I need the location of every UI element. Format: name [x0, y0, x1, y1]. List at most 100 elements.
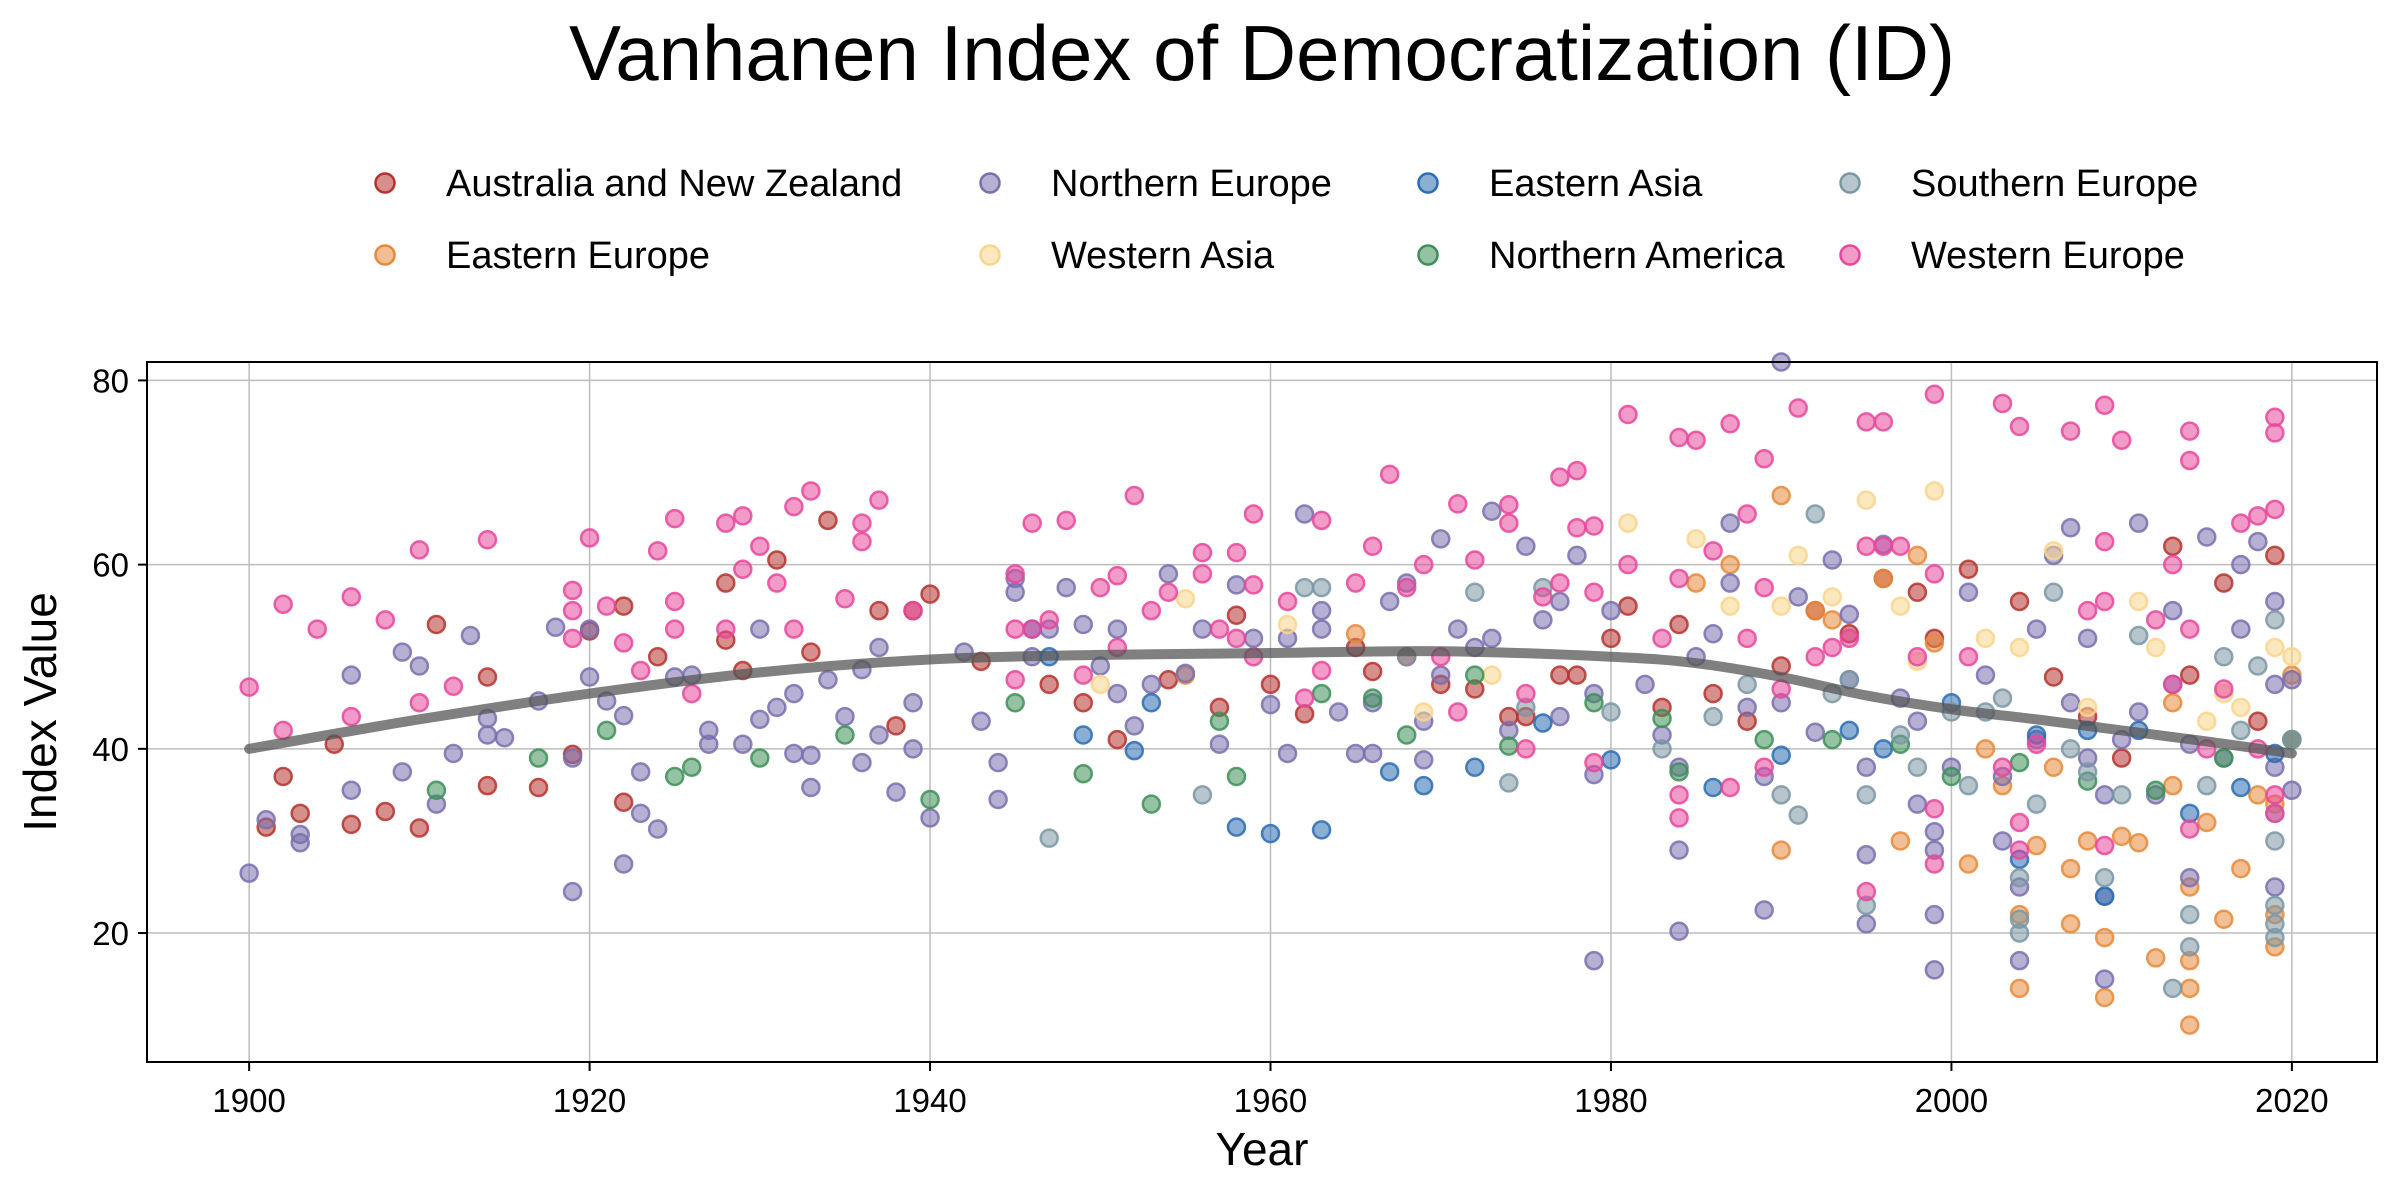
data-point: [1822, 587, 1843, 607]
data-point: [1499, 736, 1519, 756]
data-point: [1243, 628, 1264, 649]
data-point: [2248, 711, 2268, 731]
data-point: [1124, 485, 1145, 506]
data-point: [1584, 950, 1604, 971]
x-tick-label: 1980: [1574, 1082, 1647, 1119]
data-point: [2128, 513, 2149, 533]
data-point: [2060, 858, 2081, 879]
data-point: [613, 705, 634, 726]
data-point: [1499, 495, 1519, 515]
data-point: [375, 801, 396, 822]
data-point: [1873, 739, 1894, 759]
x-tick-label: 2020: [2255, 1082, 2328, 1119]
data-point: [1754, 900, 1774, 920]
data-point: [1430, 529, 1451, 549]
data-point: [2077, 831, 2098, 851]
data-point: [1141, 693, 1162, 713]
data-point: [1754, 448, 1774, 469]
data-point: [1975, 665, 1996, 685]
data-point: [2214, 679, 2234, 699]
data-point: [307, 619, 327, 639]
data-point: [1141, 674, 1162, 695]
data-point: [1805, 646, 1825, 667]
data-point: [801, 481, 821, 501]
data-point: [2214, 573, 2234, 593]
data-point: [613, 596, 634, 616]
data-point: [2128, 625, 2149, 646]
data-point: [2128, 591, 2149, 612]
data-point: [2009, 637, 2030, 658]
data-point: [2162, 600, 2183, 621]
data-point: [1584, 752, 1604, 773]
data-point: [1788, 545, 1808, 566]
data-point: [341, 587, 362, 607]
data-point: [1294, 688, 1315, 708]
y-axis-label: Index Value: [14, 592, 66, 832]
data-point: [852, 752, 872, 773]
data-point: [579, 667, 600, 687]
data-point: [409, 693, 430, 713]
data-point: [562, 580, 583, 601]
data-point: [2060, 421, 2081, 441]
data-point: [1158, 582, 1179, 603]
data-point: [2248, 506, 2268, 526]
data-point: [1226, 605, 1247, 626]
data-point: [562, 600, 583, 621]
data-point: [664, 619, 685, 639]
data-point: [1958, 582, 1979, 603]
data-point: [1158, 670, 1179, 690]
data-point: [1856, 785, 1877, 805]
data-point: [1669, 568, 1689, 589]
data-point: [596, 720, 617, 741]
data-point: [2231, 720, 2251, 741]
data-point: [1192, 619, 1213, 639]
data-point: [1652, 708, 1672, 729]
data-point: [2265, 610, 2285, 630]
data-point: [1856, 845, 1877, 865]
data-point: [1379, 464, 1400, 485]
data-point: [1669, 921, 1689, 941]
x-tick-label: 1960: [1234, 1082, 1307, 1119]
data-point: [1703, 541, 1723, 561]
data-point: [784, 743, 804, 764]
data-point: [1703, 623, 1723, 644]
data-point: [341, 814, 362, 835]
data-point: [1924, 798, 1945, 819]
data-point: [1209, 711, 1230, 731]
y-tick-label: 20: [92, 915, 129, 952]
data-point: [1277, 591, 1298, 612]
data-point: [579, 619, 600, 639]
data-point: [869, 600, 889, 621]
data-point: [1005, 619, 1025, 639]
data-point: [477, 775, 498, 796]
data-point: [613, 854, 634, 874]
data-point: [290, 824, 310, 845]
data-point: [1362, 536, 1383, 556]
data-point: [1345, 743, 1366, 764]
data-point: [869, 725, 889, 745]
data-point: [1601, 628, 1621, 649]
data-point: [1567, 518, 1587, 538]
data-point: [784, 683, 804, 704]
data-point: [1924, 481, 1945, 501]
data-point: [273, 720, 293, 741]
data-point: [528, 748, 549, 768]
data-point: [1039, 610, 1059, 630]
data-point: [1226, 628, 1247, 649]
data-point: [818, 510, 838, 531]
data-point: [1533, 587, 1553, 607]
data-point: [869, 490, 889, 510]
data-point: [1771, 785, 1791, 805]
data-point: [443, 676, 464, 696]
data-point: [1107, 565, 1128, 586]
data-point: [2009, 978, 2030, 999]
data-point: [1669, 762, 1689, 782]
series-group: [239, 352, 2302, 989]
data-point: [2265, 591, 2285, 612]
data-point: [1652, 628, 1672, 649]
data-point: [1073, 693, 1094, 713]
data-point: [664, 766, 685, 787]
data-point: [1788, 398, 1808, 418]
data-point: [2009, 812, 2030, 833]
